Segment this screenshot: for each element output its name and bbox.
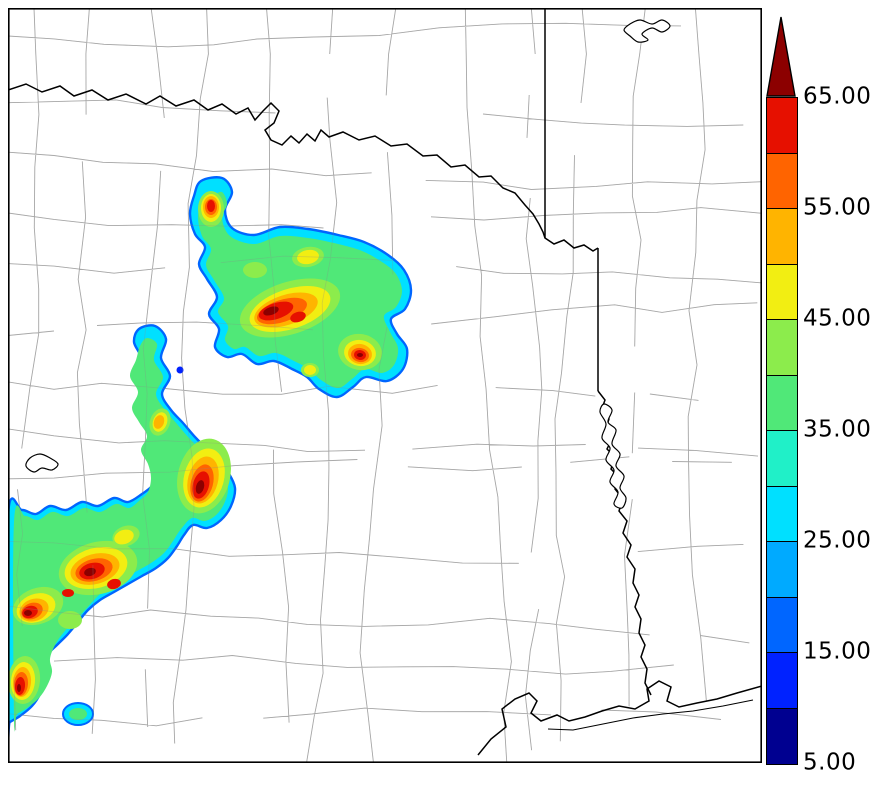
colorbar-segment (767, 153, 797, 209)
colorbar-segment (767, 486, 797, 542)
colorbar-segment (767, 708, 797, 764)
lakes (25, 19, 671, 509)
colorbar-segment (767, 375, 797, 431)
colorbar-tick-label: 15.00 (803, 638, 872, 665)
radar-echoes (8, 176, 413, 741)
map-svg (8, 8, 762, 763)
colorbar-tick-label: 35.00 (803, 416, 872, 443)
colorbar-segment (767, 320, 797, 376)
colorbar-overflow-arrow (766, 16, 796, 97)
colorbar-tick-label: 55.00 (803, 194, 872, 221)
state-borders (8, 8, 762, 756)
colorbar-segment (767, 542, 797, 598)
colorbar-tick-label: 45.00 (803, 305, 872, 332)
colorbar-segment (767, 597, 797, 653)
plot-frame (8, 8, 762, 763)
colorbar-tick-label: 65.00 (803, 83, 872, 110)
colorbar-tick-label: 5.00 (803, 749, 857, 776)
colorbar-segment (767, 209, 797, 265)
colorbar-segment (767, 653, 797, 709)
colorbar (766, 97, 798, 765)
colorbar-segment (767, 431, 797, 487)
colorbar-segment (767, 98, 797, 154)
colorbar-segment (767, 264, 797, 320)
colorbar-tick-label: 25.00 (803, 527, 872, 554)
